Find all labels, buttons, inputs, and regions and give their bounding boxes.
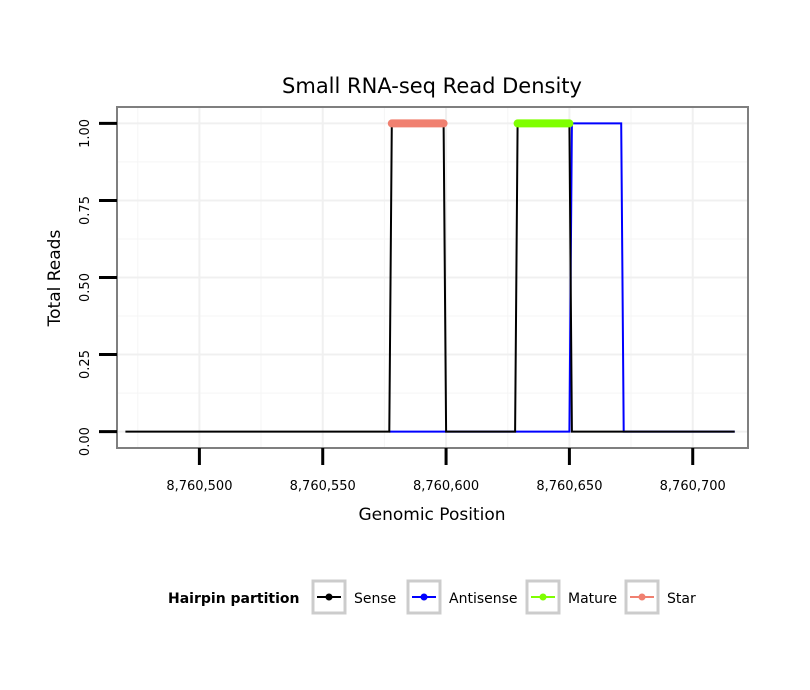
series-sense-line (125, 122, 735, 433)
chart-title: Small RNA-seq Read Density (282, 74, 582, 98)
legend-key-point (638, 593, 646, 601)
legend-item-sense: Sense (311, 579, 396, 615)
x-tick-label: 8,760,600 (413, 479, 479, 494)
legend-key-point (325, 593, 333, 601)
y-tick-label: 0.25 (78, 350, 93, 379)
y-tick-label: 0.50 (78, 273, 93, 302)
x-axis: 8,760,500 8,760,550 8,760,600 8,760,650 8,76… (166, 448, 726, 494)
legend-label: Star (667, 591, 696, 607)
x-tick-label: 8,760,500 (166, 479, 232, 494)
legend-label: Sense (354, 591, 396, 607)
x-tick-label: 8,760,650 (536, 479, 602, 494)
legend-item-antisense: Antisense (406, 579, 518, 615)
legend-item-mature: Mature (525, 579, 617, 615)
y-tick-label: 0.00 (78, 427, 93, 456)
x-tick-label: 8,760,700 (660, 479, 726, 494)
plot-series (125, 119, 735, 433)
legend-title: Hairpin partition (168, 591, 299, 607)
grid (118, 108, 747, 447)
y-tick-label: 1.00 (78, 119, 93, 148)
legend-key-point (420, 593, 428, 601)
x-axis-title: Genomic Position (358, 505, 505, 525)
legend-label: Mature (568, 591, 617, 607)
x-tick-label: 8,760,550 (290, 479, 356, 494)
legend-item-star: Star (624, 579, 696, 615)
legend: Hairpin partition Sense Antisense Mature St… (168, 579, 696, 615)
legend-key-point (539, 593, 547, 601)
y-axis-title: Total Reads (45, 230, 65, 328)
legend-label: Antisense (449, 591, 518, 607)
y-axis: 0.00 0.25 0.50 0.75 1.00 (78, 119, 117, 456)
y-tick-label: 0.75 (78, 196, 93, 225)
